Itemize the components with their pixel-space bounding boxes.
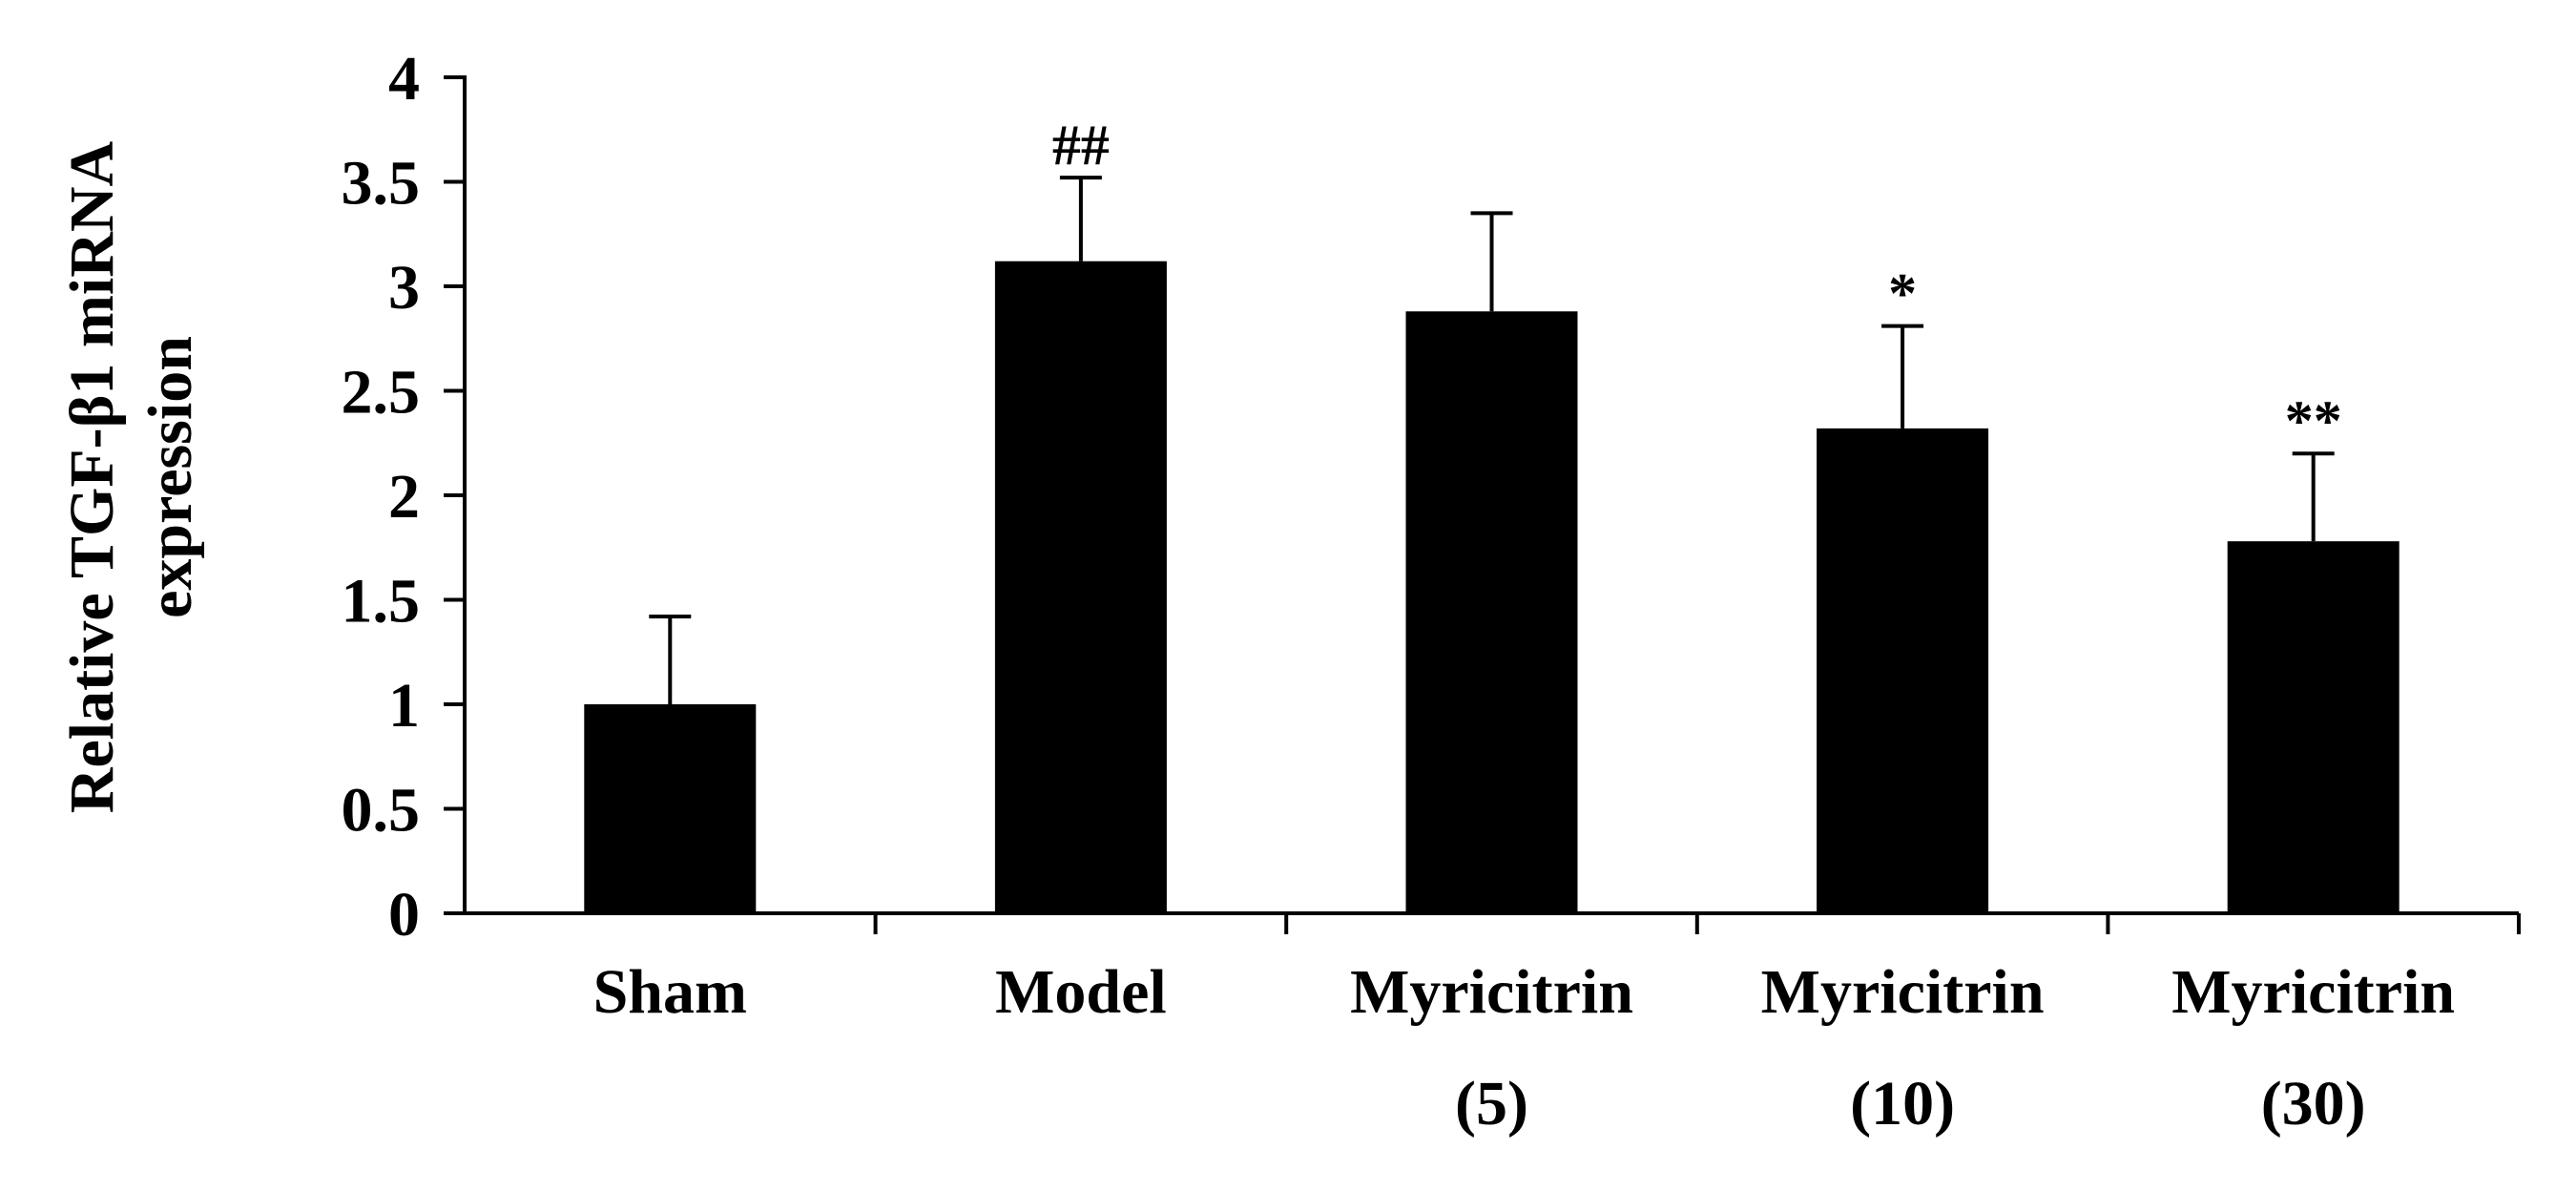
error-bars [649,176,2335,704]
y-axis-title-line-0: Relative TGF-β1 miRNA [57,140,127,813]
bar-0 [584,704,757,913]
y-tick-label-7: 3.5 [342,149,421,219]
category-label-2-0: Myricitrin [1350,957,1633,1027]
significance-markers: ##*** [1052,114,2342,452]
y-tick-label-3: 1.5 [342,567,421,637]
y-tick-label-2: 1 [388,671,420,741]
y-tick-label-6: 3 [388,253,420,323]
bar-2 [1405,311,1578,913]
y-tick-label-1: 0.5 [342,776,421,846]
y-tick-label-8: 4 [388,44,420,114]
bars [584,261,2399,914]
significance-4: ** [2285,389,2342,452]
category-label-4-1: (30) [2261,1069,2366,1139]
bar-1 [994,261,1167,914]
category-label-1-0: Model [995,957,1167,1027]
significance-3: * [1888,262,1917,325]
significance-1: ## [1052,114,1110,177]
x-axis-labels: Sham Model Myricitrin (5) Myricitrin (10) Myri… [593,957,2456,1139]
y-axis-title: Relative TGF-β1 miRNA expression [57,140,205,813]
y-tick-label-5: 2.5 [342,358,421,428]
bar-3 [1817,428,1989,913]
y-tick-label-0: 0 [388,880,420,950]
category-label-0-0: Sham [593,957,747,1027]
category-label-3-1: (10) [1850,1069,1955,1139]
category-label-4-0: Myricitrin [2171,957,2455,1027]
y-axis-ticks: 0 0.5 1 1.5 2 2.5 3 3.5 4 [342,44,465,950]
category-label-2-1: (5) [1455,1069,1528,1139]
y-tick-label-4: 2 [388,462,420,532]
y-axis-title-line-1: expression [135,336,205,618]
y-axis-title-text: Relative TGF-β1 miRNA expression [57,140,205,813]
category-label-3-0: Myricitrin [1761,957,2045,1027]
bar-4 [2227,541,2399,913]
